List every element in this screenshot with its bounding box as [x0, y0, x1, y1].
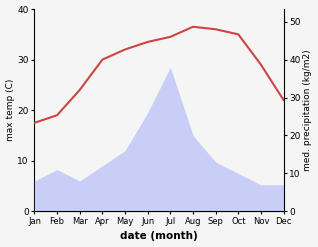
- Y-axis label: med. precipitation (kg/m2): med. precipitation (kg/m2): [303, 49, 313, 171]
- X-axis label: date (month): date (month): [120, 231, 198, 242]
- Y-axis label: max temp (C): max temp (C): [5, 79, 15, 141]
